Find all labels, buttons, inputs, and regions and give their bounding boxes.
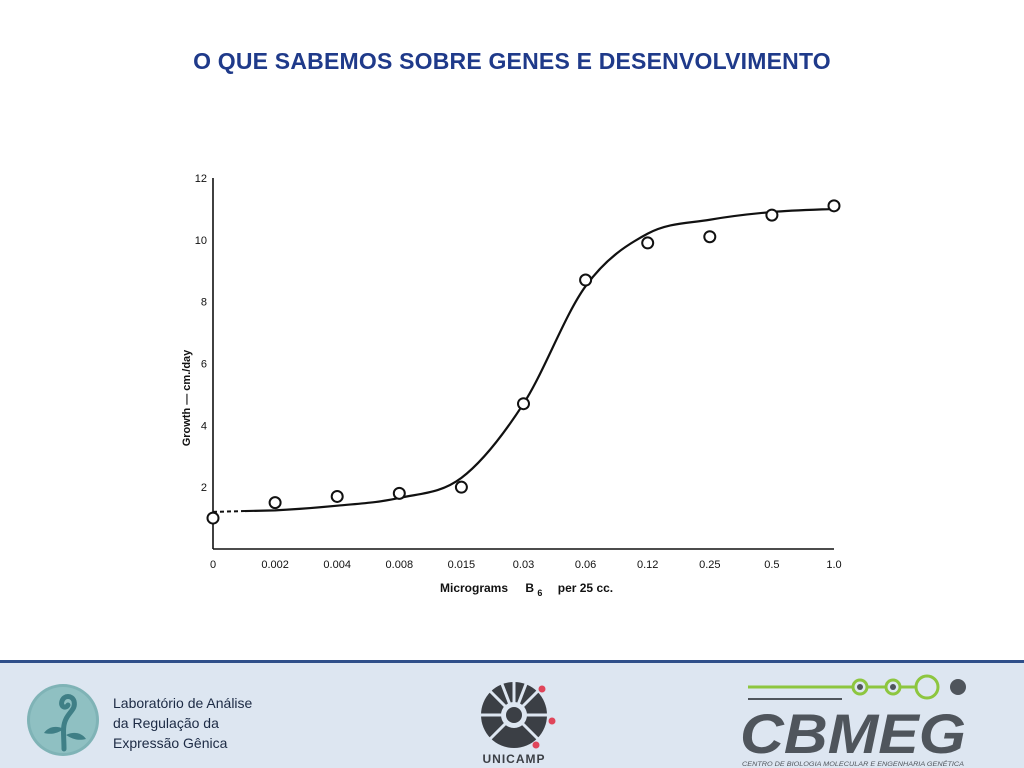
x-tick-label: 0.015 bbox=[448, 559, 476, 571]
data-point bbox=[579, 273, 593, 287]
x-axis-label-subscript: 6 bbox=[537, 588, 542, 598]
x-tick-label: 0.008 bbox=[386, 559, 414, 571]
x-tick-label: 0.004 bbox=[323, 559, 351, 571]
data-point bbox=[827, 199, 841, 213]
x-tick-label: 0 bbox=[210, 559, 216, 571]
x-tick-label: 1.0 bbox=[826, 559, 841, 571]
data-point bbox=[268, 496, 282, 510]
y-axis-label: Growth — cm./day bbox=[181, 349, 193, 446]
x-tick-label: 0.25 bbox=[699, 559, 720, 571]
cbmeg-subtitle: CENTRO DE BIOLOGIA MOLECULAR E ENGENHARI… bbox=[742, 759, 964, 768]
x-tick-label: 0.002 bbox=[261, 559, 289, 571]
data-point bbox=[641, 236, 655, 250]
data-point bbox=[330, 489, 344, 503]
data-point bbox=[517, 397, 530, 411]
unicamp-emblem bbox=[480, 681, 556, 749]
data-point bbox=[206, 511, 220, 525]
y-tick-label: 10 bbox=[195, 235, 207, 247]
x-axis-label-suffix: per 25 cc. bbox=[558, 581, 613, 595]
footer-bar: Laboratório de Análise da Regulação da E… bbox=[0, 660, 1024, 768]
x-tick-label: 0.5 bbox=[764, 559, 779, 571]
chart-points bbox=[206, 199, 841, 525]
data-point bbox=[703, 230, 717, 244]
x-axis-label-symbol: B bbox=[525, 581, 534, 595]
x-axis-label: Micrograms B 6 per 25 cc. bbox=[440, 581, 613, 599]
y-tick-label: 4 bbox=[201, 420, 207, 432]
x-axis-label-prefix: Micrograms bbox=[440, 581, 508, 595]
y-tick-label: 8 bbox=[201, 297, 207, 309]
growth-chart: 0 0.002 0.004 0.008 0.015 0.03 0.06 0.12 0.25 0.5… bbox=[181, 173, 842, 599]
fit-curve-dashed-segment bbox=[212, 510, 246, 513]
y-tick-label: 2 bbox=[201, 482, 207, 494]
cbmeg-label: CBMEG bbox=[740, 702, 966, 765]
x-tick-label: 0.06 bbox=[575, 559, 596, 571]
chart-fit-curve bbox=[212, 207, 835, 513]
lab-name: Laboratório de Análise da Regulação da E… bbox=[113, 693, 333, 753]
x-tick-label: 0.03 bbox=[513, 559, 534, 571]
unicamp-label: UNICAMP bbox=[483, 752, 546, 766]
fit-curve-line bbox=[244, 207, 835, 513]
chart-canvas: 0 0.002 0.004 0.008 0.015 0.03 0.06 0.12 0.25 0.5… bbox=[181, 173, 842, 599]
page-title: O QUE SABEMOS SOBRE GENES E DESENVOLVIME… bbox=[193, 48, 831, 74]
x-tick-label: 0.12 bbox=[637, 559, 658, 571]
y-tick-label: 12 bbox=[195, 173, 207, 185]
data-point bbox=[392, 486, 406, 500]
data-point bbox=[454, 480, 468, 494]
chart-axes bbox=[212, 178, 834, 550]
seedling-figure-icon bbox=[27, 684, 99, 756]
y-tick-label: 6 bbox=[201, 359, 207, 371]
unicamp-seal-icon: UNICAMP bbox=[480, 681, 556, 766]
lab-name-line-3: Expressão Gênica bbox=[113, 735, 228, 751]
chart-tick-labels: 0 0.002 0.004 0.008 0.015 0.03 0.06 0.12 0.25 0.5… bbox=[195, 173, 842, 571]
lab-name-line-1: Laboratório de Análise bbox=[113, 695, 253, 711]
cbmeg-dots bbox=[748, 674, 966, 700]
dna-dots-icon: CBMEG CENTRO DE BIOLOGIA MOLECULAR E ENG… bbox=[740, 674, 966, 768]
lab-name-line-2: da Regulação da bbox=[113, 715, 219, 731]
data-point bbox=[765, 208, 779, 222]
